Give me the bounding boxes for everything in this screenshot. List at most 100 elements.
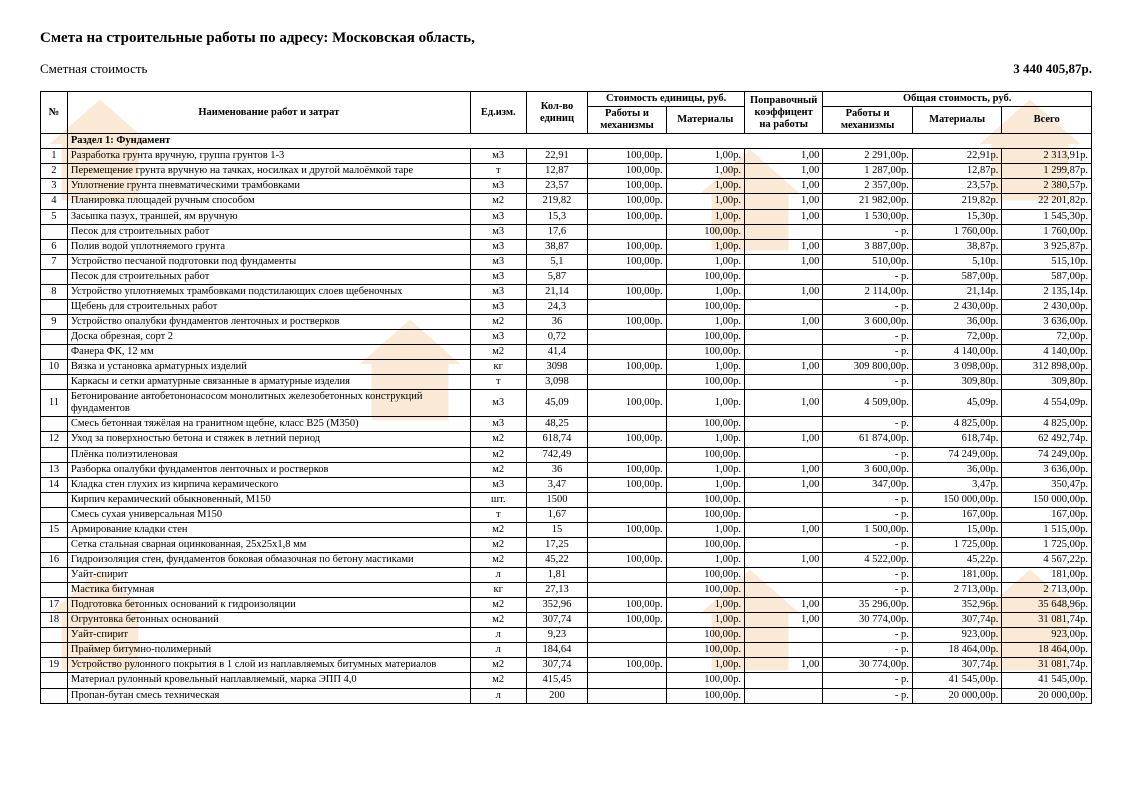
cell xyxy=(41,583,68,598)
table-row: 12Уход за поверхностью бетона и стяжек в… xyxy=(41,432,1092,447)
cell: кг xyxy=(470,360,526,375)
cell: Разборка опалубки фундаментов ленточных … xyxy=(67,462,470,477)
cell: 100,00р. xyxy=(666,583,744,598)
cell: 1,81 xyxy=(526,568,588,583)
cell xyxy=(744,673,822,688)
cell xyxy=(41,628,68,643)
cell: 1,00 xyxy=(744,658,822,673)
table-row: Пропан-бутан смесь техническаял200100,00… xyxy=(41,688,1092,703)
cell: 100,00р. xyxy=(666,568,744,583)
cell: л xyxy=(470,643,526,658)
cell: м2 xyxy=(470,194,526,209)
cell: 100,00р. xyxy=(666,269,744,284)
cell: 1,00 xyxy=(744,462,822,477)
cell: 350,47р. xyxy=(1002,477,1092,492)
cell: 1,00 xyxy=(744,209,822,224)
cell: 22,91 xyxy=(526,149,588,164)
cell: 1 515,00р. xyxy=(1002,522,1092,537)
cell xyxy=(588,583,666,598)
cell: Плёнка полиэтиленовая xyxy=(67,447,470,462)
cell: 4 554,09р. xyxy=(1002,390,1092,417)
cell: 100,00р. xyxy=(588,239,666,254)
cell: Засыпка пазух, траншей, ям вручную xyxy=(67,209,470,224)
cell xyxy=(41,492,68,507)
cell: 1,00 xyxy=(744,552,822,567)
cell xyxy=(744,688,822,703)
cell xyxy=(588,492,666,507)
cell: 100,00р. xyxy=(588,462,666,477)
cell xyxy=(41,417,68,432)
cell: 1,00 xyxy=(744,149,822,164)
cell: - р. xyxy=(823,417,913,432)
cell: 1,00 xyxy=(744,477,822,492)
cell: м3 xyxy=(470,179,526,194)
cell: 1,00р. xyxy=(666,598,744,613)
table-row: Фанера ФК, 12 ммм241,4100,00р.- р.4 140,… xyxy=(41,345,1092,360)
cell: - р. xyxy=(823,537,913,552)
cell: 587,00р. xyxy=(1002,269,1092,284)
cell xyxy=(41,643,68,658)
table-row: 2Перемещение грунта вручную на тачках, н… xyxy=(41,164,1092,179)
th-works1: Работы и механизмы xyxy=(588,107,666,134)
cell: 1,00 xyxy=(744,360,822,375)
cell: 17 xyxy=(41,598,68,613)
cell xyxy=(744,345,822,360)
cell xyxy=(744,375,822,390)
cell: 1,00 xyxy=(744,284,822,299)
cell: 3 600,00р. xyxy=(823,462,913,477)
cell: 1,00р. xyxy=(666,179,744,194)
table-row: Песок для строительных работм35,87100,00… xyxy=(41,269,1092,284)
cell: Кладка стен глухих из кирпича керамическ… xyxy=(67,477,470,492)
cell: м3 xyxy=(470,269,526,284)
cell xyxy=(744,537,822,552)
cell: 510,00р. xyxy=(823,254,913,269)
cell: м2 xyxy=(470,447,526,462)
cell: 16 xyxy=(41,552,68,567)
cell: Перемещение грунта вручную на тачках, но… xyxy=(67,164,470,179)
cell: м3 xyxy=(470,477,526,492)
cell: - р. xyxy=(823,492,913,507)
cell: Гидроизоляция стен, фундаментов боковая … xyxy=(67,552,470,567)
th-mat2: Материалы xyxy=(912,107,1002,134)
cell: 100,00р. xyxy=(588,209,666,224)
cell: 307,74 xyxy=(526,613,588,628)
cell: 100,00р. xyxy=(666,375,744,390)
cell: 4 825,00р. xyxy=(912,417,1002,432)
cell: 20 000,00р. xyxy=(912,688,1002,703)
cell: 21,14 xyxy=(526,284,588,299)
th-qty: Кол-во единиц xyxy=(526,92,588,134)
cell: 100,00р. xyxy=(588,149,666,164)
cell: 36 xyxy=(526,314,588,329)
cell: 1 725,00р. xyxy=(1002,537,1092,552)
table-row: Сетка стальная сварная оцинкованная, 25х… xyxy=(41,537,1092,552)
cell: 1,00 xyxy=(744,522,822,537)
cell: 10 xyxy=(41,360,68,375)
cell: 100,00р. xyxy=(666,643,744,658)
cell xyxy=(588,299,666,314)
th-num: № xyxy=(41,92,68,134)
cell: 72,00р. xyxy=(1002,330,1092,345)
cell: 5 xyxy=(41,209,68,224)
cell: 1 725,00р. xyxy=(912,537,1002,552)
cell xyxy=(744,417,822,432)
cell: 742,49 xyxy=(526,447,588,462)
cell: Кирпич керамический обыкновенный, М150 xyxy=(67,492,470,507)
cell: 1,00р. xyxy=(666,360,744,375)
subhead-label: Сметная стоимость xyxy=(40,61,147,77)
cell: Песок для строительных работ xyxy=(67,269,470,284)
cell: Песок для строительных работ xyxy=(67,224,470,239)
cell: - р. xyxy=(823,507,913,522)
cell: 12,87 xyxy=(526,164,588,179)
cell: 923,00р. xyxy=(912,628,1002,643)
cell: 48,25 xyxy=(526,417,588,432)
cell: 4 140,00р. xyxy=(912,345,1002,360)
cell: м2 xyxy=(470,462,526,477)
cell xyxy=(744,643,822,658)
cell xyxy=(588,330,666,345)
cell: 100,00р. xyxy=(666,688,744,703)
cell: 1,00р. xyxy=(666,552,744,567)
table-row: 4Планировка площадей ручным способомм221… xyxy=(41,194,1092,209)
cell: Уайт-спирит xyxy=(67,568,470,583)
cell: 100,00р. xyxy=(666,507,744,522)
cell: 31 081,74р. xyxy=(1002,613,1092,628)
